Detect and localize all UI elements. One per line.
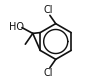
Text: Cl: Cl bbox=[44, 5, 53, 15]
Text: Cl: Cl bbox=[44, 68, 53, 78]
Text: HO: HO bbox=[9, 22, 24, 32]
